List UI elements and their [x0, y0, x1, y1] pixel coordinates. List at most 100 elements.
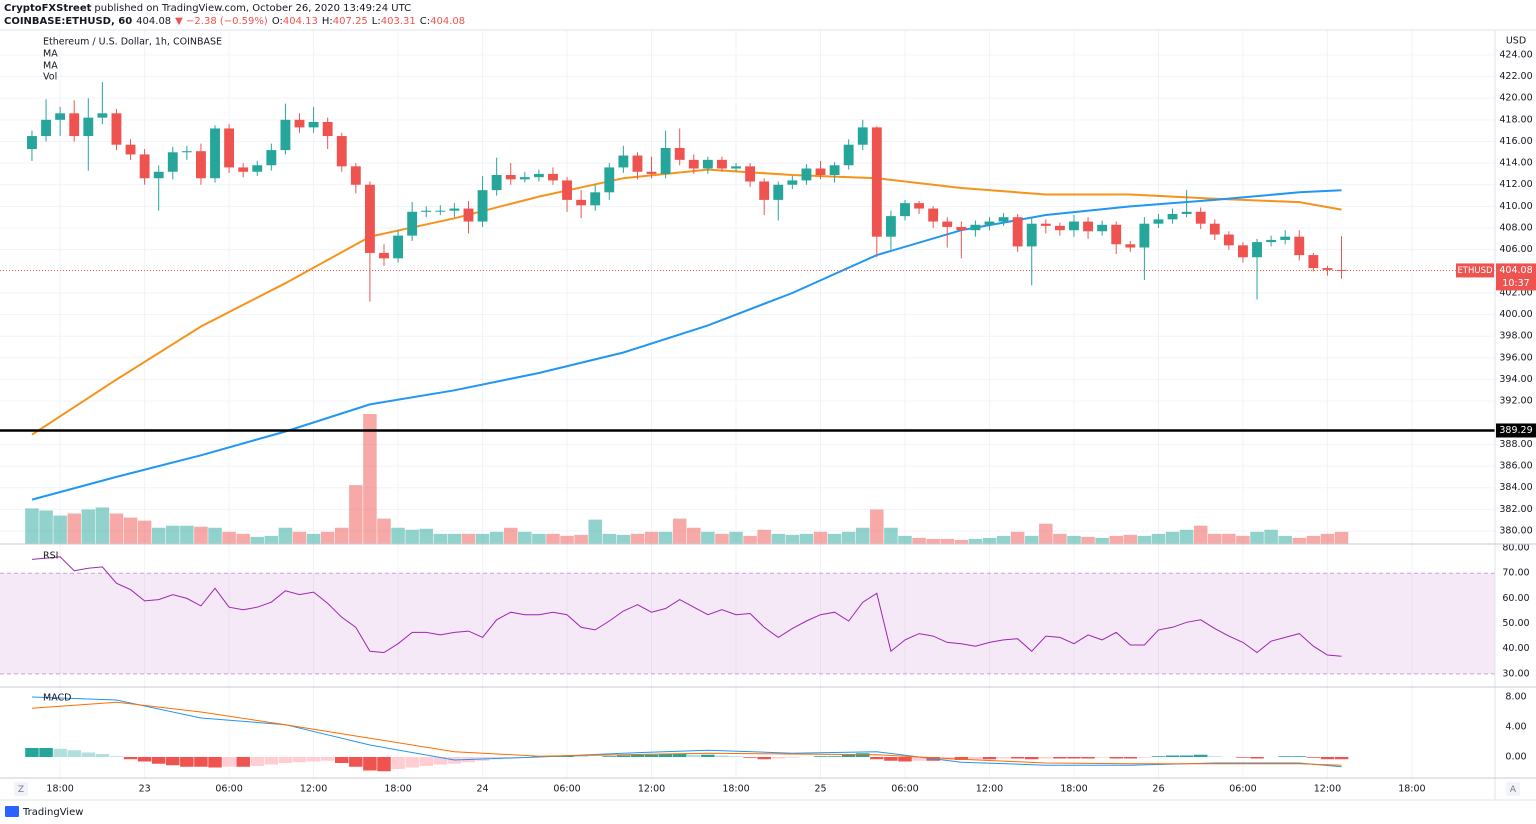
volume-bar [687, 527, 701, 544]
volume-bar [95, 507, 110, 544]
x-tick-label: 12:00 [976, 784, 1003, 795]
macd-histogram-bar [771, 756, 786, 759]
rsi-tick-label: 70.00 [1502, 568, 1529, 579]
volume-bar [1123, 534, 1138, 544]
macd-histogram-bar [264, 756, 279, 765]
macd-histogram-bar [841, 754, 856, 757]
rsi-band [0, 573, 1495, 674]
candle-body [1069, 221, 1079, 231]
y-tick-label: 396.00 [1499, 352, 1532, 363]
volume-bar [137, 520, 152, 544]
macd-histogram-bar [292, 756, 307, 763]
y-tick-label: 422.00 [1499, 71, 1532, 82]
volume-bar [1067, 535, 1081, 544]
candle-body [745, 166, 756, 182]
macd-histogram-bar [151, 756, 166, 764]
candle-body [322, 121, 333, 137]
candle-body [210, 128, 220, 179]
candle-body [970, 224, 981, 231]
legend-ma: MA [43, 49, 58, 60]
y-tick-label: 386.00 [1499, 461, 1532, 472]
candle-body [548, 173, 558, 181]
candle-body [505, 175, 516, 180]
volume-bar [757, 529, 771, 544]
y-tick-label: 418.00 [1499, 114, 1532, 125]
volume-bar [715, 533, 729, 544]
scale-button[interactable] [14, 782, 28, 796]
volume-bar [53, 515, 67, 544]
macd-histogram-bar [1123, 756, 1138, 759]
volume-bar [1306, 535, 1321, 544]
volume-bar [968, 538, 983, 544]
rsi-line [31, 556, 1342, 657]
candle-body [759, 181, 770, 200]
candle-body [1223, 234, 1234, 246]
candle-body [942, 221, 953, 227]
candle-body [181, 151, 192, 153]
volume-bar [194, 526, 208, 544]
macd-histogram-bar [95, 753, 110, 757]
macd-histogram-bar [208, 756, 222, 768]
volume-bar [870, 509, 884, 544]
macd-histogram-bar [574, 756, 588, 757]
volume-bar [433, 533, 448, 544]
moving-average [31, 189, 1342, 501]
macd-histogram-bar [1109, 756, 1123, 759]
volume-bar [489, 531, 504, 544]
published: published on TradingView.com, October 26… [94, 3, 411, 14]
candle-body [1167, 213, 1178, 220]
auto-button[interactable] [1506, 782, 1520, 796]
candle-body [1139, 223, 1150, 248]
volume-bar [855, 527, 870, 544]
volume-bar [419, 528, 433, 544]
countdown: 10:37 [1502, 278, 1529, 289]
x-tick-label: 18:00 [46, 784, 73, 795]
scale-button-label[interactable]: Z [18, 785, 24, 795]
volume-bar [264, 535, 279, 544]
macd-histogram-bar [1236, 756, 1250, 758]
candle-body [252, 165, 263, 172]
volume-bar [546, 533, 560, 544]
volume-bar [898, 535, 912, 544]
volume-bar [363, 414, 377, 544]
volume-bar [672, 518, 687, 544]
y-tick-label: 394.00 [1499, 374, 1532, 385]
macd-histogram-bar [757, 756, 771, 760]
volume-bar [151, 527, 166, 544]
l: 403.31 [381, 16, 416, 27]
volume-bar [729, 531, 743, 544]
header-line-1: CryptoFXStreet published on TradingView.c… [4, 3, 411, 14]
candle-body [857, 127, 868, 145]
volume-bar [616, 534, 631, 544]
volume-bar [588, 519, 602, 544]
macd-histogram-bar [1039, 756, 1053, 759]
macd-histogram-bar [855, 753, 870, 757]
candle-body [1012, 217, 1023, 247]
candle-body [393, 235, 404, 259]
macd-histogram-bar [743, 756, 757, 758]
volume-bar [447, 533, 462, 544]
macd-histogram-bar [1320, 756, 1335, 760]
macd-histogram-bar [320, 756, 335, 761]
c: 404.08 [430, 16, 465, 27]
volume-bar [771, 533, 786, 544]
volume-bar [518, 531, 532, 544]
volume-bar [1208, 533, 1222, 544]
volume-bar [785, 534, 800, 544]
macd-histogram-bar [1208, 756, 1222, 757]
macd-histogram-bar [334, 756, 349, 763]
macd-tick-label: 8.00 [1505, 691, 1526, 702]
volume-bar [1334, 531, 1349, 544]
candle-body [731, 166, 741, 169]
volume-bar [1053, 533, 1067, 544]
auto-button-label[interactable]: A [1510, 785, 1517, 795]
macd-histogram-bar [1053, 756, 1067, 759]
candle-body [238, 167, 249, 172]
level-label-bg [1496, 423, 1536, 438]
candle-body [604, 167, 615, 193]
macd-histogram-bar [81, 752, 96, 757]
volume-bar [180, 525, 194, 544]
author: CryptoFXStreet [4, 3, 92, 14]
candle-body [829, 165, 840, 176]
